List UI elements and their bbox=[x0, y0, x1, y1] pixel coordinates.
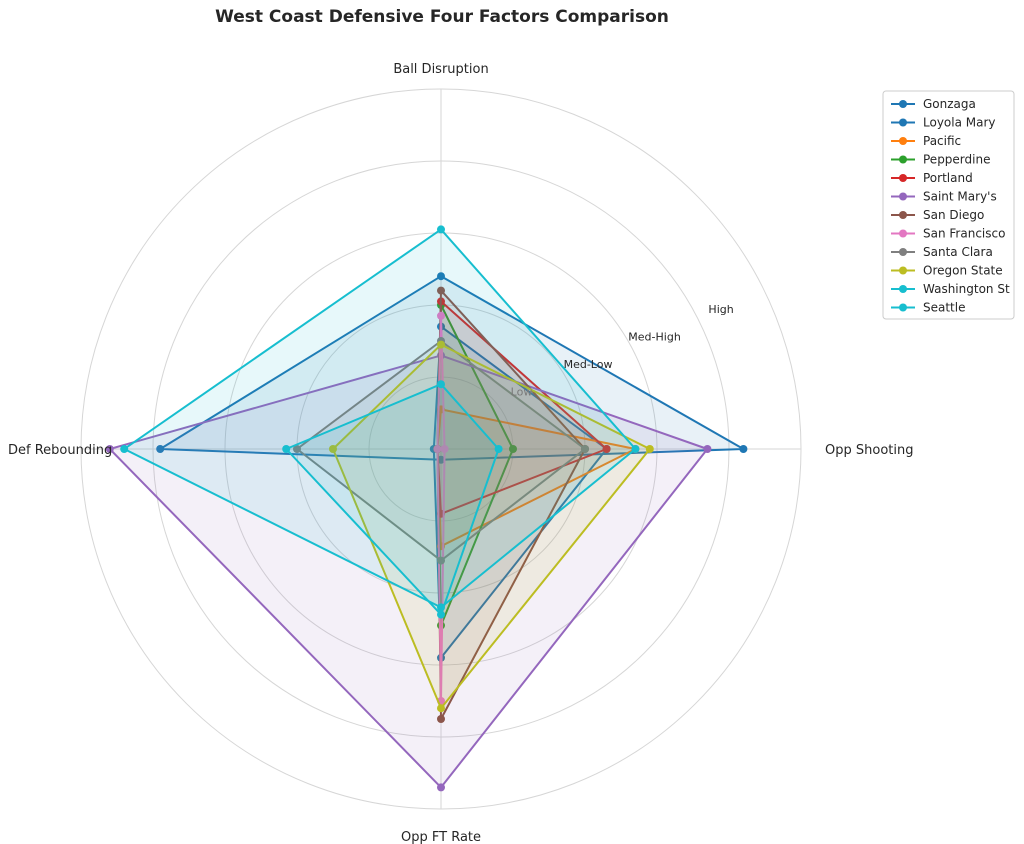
data-point bbox=[120, 445, 129, 453]
data-point bbox=[703, 445, 712, 453]
legend-label: Pacific bbox=[923, 134, 961, 148]
legend-marker bbox=[899, 303, 907, 312]
axis-label: Opp Shooting bbox=[825, 443, 913, 458]
series-area bbox=[109, 355, 708, 788]
axis-label: Def Rebounding bbox=[8, 443, 112, 458]
legend-marker bbox=[899, 137, 907, 145]
chart-title: West Coast Defensive Four Factors Compar… bbox=[215, 7, 669, 27]
legend-label: Pepperdine bbox=[923, 153, 990, 167]
axis-label: Opp FT Rate bbox=[401, 830, 481, 844]
legend-item: Saint Mary's bbox=[891, 190, 997, 204]
data-point bbox=[437, 340, 445, 349]
legend-item: Gonzaga bbox=[891, 97, 976, 111]
data-point bbox=[645, 445, 654, 453]
data-point bbox=[437, 225, 445, 234]
series-area bbox=[286, 384, 499, 615]
legend-marker bbox=[899, 248, 907, 256]
legend-item: Seattle bbox=[891, 301, 965, 315]
axis-label: Ball Disruption bbox=[393, 62, 488, 77]
legend-label: Washington St bbox=[923, 282, 1010, 296]
series-area bbox=[333, 344, 650, 709]
legend-marker bbox=[899, 285, 907, 293]
legend-label: Saint Mary's bbox=[923, 190, 997, 204]
series-area bbox=[437, 290, 585, 719]
data-point bbox=[437, 610, 445, 619]
ring-label: Med-High bbox=[628, 330, 681, 343]
legend-label: Santa Clara bbox=[923, 245, 993, 259]
legend-item: San Francisco bbox=[891, 227, 1005, 241]
data-point bbox=[437, 715, 445, 723]
legend-item: Loyola Mary bbox=[891, 116, 996, 130]
series-area bbox=[124, 229, 636, 608]
data-point bbox=[440, 445, 449, 453]
axis-labels: Opp Shooting Ball Disruption Def Reboundin… bbox=[8, 62, 913, 844]
data-point bbox=[433, 445, 442, 453]
data-point bbox=[631, 445, 640, 453]
ring-label: High bbox=[708, 303, 733, 316]
legend: Gonzaga Loyola Mary Pacific Pepperdine Portl… bbox=[882, 90, 1015, 320]
series-seattle bbox=[282, 380, 503, 619]
legend-box bbox=[882, 90, 1015, 320]
legend-item: Oregon State bbox=[891, 264, 1003, 278]
series-gonzaga bbox=[156, 272, 748, 464]
legend-marker bbox=[899, 118, 907, 127]
legend-item: Pacific bbox=[891, 134, 961, 148]
legend-item: Washington St bbox=[891, 282, 1010, 296]
series-area bbox=[160, 276, 744, 460]
legend-item: Santa Clara bbox=[891, 245, 993, 259]
legend-marker bbox=[899, 155, 907, 164]
data-point bbox=[437, 286, 445, 295]
data-point bbox=[581, 445, 589, 453]
series-area bbox=[437, 301, 607, 514]
data-point bbox=[437, 783, 445, 792]
legend-marker bbox=[899, 266, 907, 275]
legend-label: San Diego bbox=[923, 208, 984, 222]
legend-label: Portland bbox=[923, 171, 973, 185]
data-point bbox=[739, 445, 748, 453]
data-point bbox=[437, 556, 445, 565]
legend-item: Portland bbox=[891, 171, 973, 185]
series-area bbox=[437, 305, 513, 626]
data-point bbox=[437, 311, 445, 320]
series-santa-clara bbox=[293, 337, 589, 565]
data-point bbox=[282, 445, 291, 453]
ring-labels: Low Med-Low Med-High High bbox=[511, 303, 734, 399]
legend-marker bbox=[899, 100, 907, 108]
legend-label: Oregon State bbox=[923, 264, 1003, 278]
legend-marker bbox=[899, 192, 907, 201]
data-point bbox=[437, 704, 445, 713]
data-point bbox=[509, 445, 517, 453]
ring-label: Med-Low bbox=[564, 358, 613, 371]
data-point bbox=[293, 445, 301, 453]
legend-label: Seattle bbox=[923, 301, 965, 315]
legend-label: Gonzaga bbox=[923, 97, 976, 111]
data-point bbox=[105, 445, 114, 453]
series-layer bbox=[105, 225, 748, 792]
data-point bbox=[602, 445, 611, 453]
legend-item: Pepperdine bbox=[891, 153, 990, 167]
legend-item: San Diego bbox=[891, 208, 984, 222]
data-point bbox=[437, 380, 445, 389]
legend-label: Loyola Mary bbox=[923, 116, 996, 130]
data-point bbox=[437, 272, 445, 281]
legend-marker bbox=[899, 174, 907, 182]
data-point bbox=[494, 445, 503, 453]
series-washington-st bbox=[120, 225, 640, 612]
data-point bbox=[329, 445, 337, 453]
series-saint-mary-s bbox=[105, 351, 712, 792]
legend-label: San Francisco bbox=[923, 227, 1005, 241]
data-point bbox=[156, 445, 165, 453]
series-oregon-state bbox=[329, 340, 654, 713]
legend-marker bbox=[899, 229, 907, 238]
series-area bbox=[433, 326, 607, 658]
ring-label: Low bbox=[511, 385, 533, 398]
legend-marker bbox=[899, 211, 907, 219]
